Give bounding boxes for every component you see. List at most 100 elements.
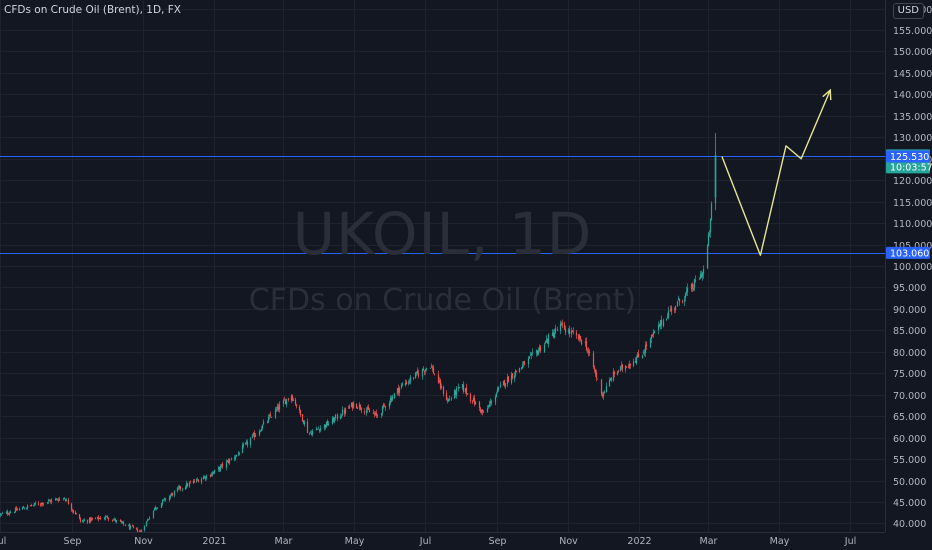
candle-body xyxy=(202,477,205,480)
candle-body xyxy=(612,371,615,381)
time-tick-label: Mar xyxy=(275,536,293,547)
candle-body xyxy=(580,340,583,345)
candle-body xyxy=(14,508,17,513)
price-tick-label: 100.000 xyxy=(893,262,932,273)
candle-body xyxy=(405,381,408,385)
candle-body xyxy=(482,411,485,413)
candle-body xyxy=(677,298,680,301)
currency-button[interactable]: USD xyxy=(892,3,924,19)
candle-body xyxy=(465,387,468,394)
candle-body xyxy=(624,365,627,370)
candle-body xyxy=(192,480,195,484)
candle-body xyxy=(237,453,240,455)
price-tick-label: 40.000 xyxy=(893,519,926,530)
candle-body xyxy=(442,387,445,394)
candle-body xyxy=(603,392,606,393)
candle-body xyxy=(669,309,672,312)
candle-body xyxy=(7,514,10,515)
candle-body xyxy=(366,407,369,410)
candle-body xyxy=(421,369,424,377)
candle-body xyxy=(327,423,330,425)
candle-body xyxy=(270,417,273,418)
symbol-title[interactable]: CFDs on Crude Oil (Brent), 1D, FX xyxy=(4,4,181,16)
grid xyxy=(0,0,885,532)
candle-body xyxy=(457,386,460,389)
candle-body xyxy=(667,310,670,318)
price-tick-label: 145.000 xyxy=(893,69,932,80)
candle-body xyxy=(360,408,363,411)
candle-body xyxy=(358,404,361,409)
candle-body xyxy=(124,524,127,526)
candle-body xyxy=(586,350,589,352)
candle-body xyxy=(641,355,644,359)
candle-body xyxy=(287,398,290,400)
candle-body xyxy=(458,387,461,389)
candle-body xyxy=(89,517,92,522)
candle-body xyxy=(343,410,346,414)
candle-body xyxy=(163,498,166,500)
candle-body xyxy=(127,525,130,527)
candle-body xyxy=(530,353,533,356)
candle-body xyxy=(90,518,93,521)
candle-body xyxy=(706,246,709,269)
candle-body xyxy=(592,353,595,367)
candle-body xyxy=(260,429,263,432)
time-tick-label: Jul xyxy=(0,536,6,547)
candle-body xyxy=(57,499,60,501)
candle-body xyxy=(113,518,116,520)
candle-body xyxy=(694,280,697,281)
candle-body xyxy=(559,323,562,332)
candle-body xyxy=(213,470,216,473)
candle-body xyxy=(649,338,652,347)
candle-body xyxy=(404,382,407,386)
candle-body xyxy=(445,393,448,401)
candle-body xyxy=(393,393,396,398)
candle-body xyxy=(657,324,660,331)
candle-body xyxy=(432,367,435,374)
candle-body xyxy=(344,408,347,414)
candle-body xyxy=(204,476,207,479)
candle-body xyxy=(429,367,432,369)
candle-body xyxy=(383,404,386,406)
candle-body xyxy=(56,498,59,500)
candle-body xyxy=(478,401,481,408)
candle-body xyxy=(8,513,11,515)
candle-body xyxy=(674,306,677,311)
candle-body xyxy=(415,371,418,374)
candle-body xyxy=(539,346,542,351)
candle-body xyxy=(78,514,81,519)
candle-body xyxy=(662,320,665,327)
candle-body xyxy=(511,373,514,378)
candle-body xyxy=(577,334,580,340)
candle-body xyxy=(88,517,91,523)
candle-body xyxy=(567,330,570,333)
candle-body xyxy=(634,360,637,363)
candle-body xyxy=(570,331,573,335)
candle-body xyxy=(676,301,679,307)
candle-body xyxy=(72,510,75,513)
candle-body xyxy=(350,403,353,407)
candle-body xyxy=(274,409,277,418)
candle-body xyxy=(13,512,16,513)
candle-body xyxy=(488,403,491,407)
watermark-description: CFDs on Crude Oil (Brent) xyxy=(248,283,637,318)
candle-body xyxy=(423,371,426,373)
candle-body xyxy=(494,396,497,403)
candle-body xyxy=(219,465,222,471)
candle-body xyxy=(685,291,688,294)
candle-body xyxy=(161,500,164,504)
candle-body xyxy=(373,413,376,415)
candle-body xyxy=(438,380,441,382)
candle-body xyxy=(546,338,549,344)
candle-body xyxy=(388,402,391,408)
candle-body xyxy=(200,478,203,483)
candle-body xyxy=(579,335,582,341)
candle-body xyxy=(5,511,8,514)
candle-body xyxy=(481,409,484,413)
price-tick-label: 155.000 xyxy=(893,26,932,37)
candle-body xyxy=(340,415,343,418)
candle-body xyxy=(341,409,344,416)
